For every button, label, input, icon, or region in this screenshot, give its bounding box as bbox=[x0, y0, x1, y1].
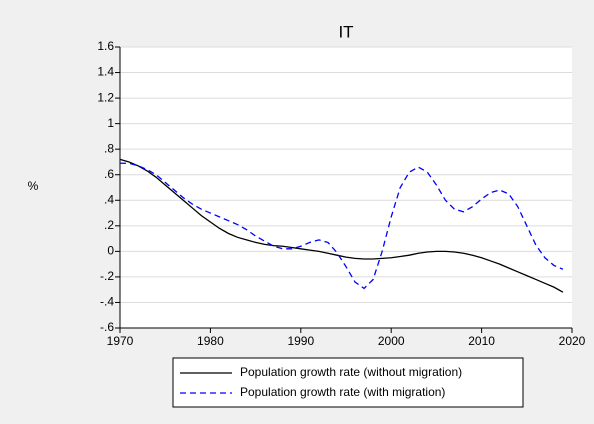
series-line bbox=[120, 162, 564, 290]
y-tick-label: .4 bbox=[104, 192, 114, 206]
y-tick-label: .6 bbox=[104, 167, 114, 181]
y-tick-label: -.2 bbox=[100, 269, 114, 283]
x-tick-label: 1990 bbox=[287, 334, 314, 348]
x-tick-label: 2010 bbox=[468, 334, 495, 348]
x-tick-label: 1980 bbox=[197, 334, 224, 348]
y-axis-label: % bbox=[28, 179, 39, 193]
x-tick-label: 2000 bbox=[378, 334, 405, 348]
y-tick-label: -.4 bbox=[100, 295, 114, 309]
legend bbox=[172, 357, 524, 408]
y-tick-label: 1.4 bbox=[97, 65, 114, 79]
x-tick-label: 1970 bbox=[107, 334, 134, 348]
y-tick-label: 1 bbox=[107, 116, 114, 130]
y-tick-label: .8 bbox=[104, 141, 114, 155]
y-tick-label: 1.6 bbox=[97, 39, 114, 53]
y-tick-label: .2 bbox=[104, 218, 114, 232]
y-tick-label: 1.2 bbox=[97, 90, 114, 104]
y-tick-label: 0 bbox=[107, 244, 114, 258]
legend-label: Population growth rate (without migratio… bbox=[240, 365, 462, 379]
series-line bbox=[119, 158, 564, 293]
chart-title: IT bbox=[338, 22, 353, 41]
plot-area bbox=[120, 47, 572, 328]
x-tick-label: 2020 bbox=[559, 334, 586, 348]
y-tick-label: -.6 bbox=[100, 320, 114, 334]
legend-label: Population growth rate (with migration) bbox=[240, 385, 445, 399]
